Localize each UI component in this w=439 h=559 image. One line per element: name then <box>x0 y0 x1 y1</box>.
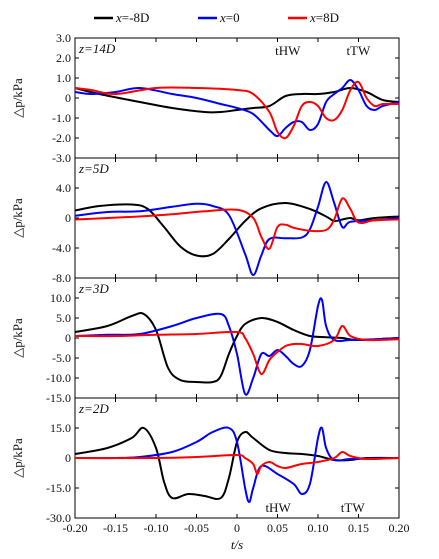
x-tick-label: 0.05 <box>267 521 288 535</box>
y-axis-label: △p/kPa <box>10 198 25 238</box>
y-tick-label: -2.0 <box>52 131 71 145</box>
series-line-0 <box>74 426 400 501</box>
y-axis-label: △p/kPa <box>10 438 25 478</box>
annotation-thw: tHW <box>265 500 291 515</box>
panel-z-3D: 10.0 5.0 0 -5.0 -10.0 -15.0 z=3D △p/kPa <box>10 277 400 405</box>
y-tick-label: 5.0 <box>56 311 71 325</box>
x-tick-label: -0.20 <box>63 521 88 535</box>
panel-label: z=5D <box>78 161 109 176</box>
y-tick-label: 10.0 <box>50 291 71 305</box>
x-tick-label: -0.10 <box>144 521 169 535</box>
panel-label: z=2D <box>78 401 109 416</box>
series-line-1 <box>74 297 400 396</box>
y-tick-label: 0 <box>65 91 71 105</box>
y-tick-label: 0 <box>65 451 71 465</box>
legend-var: x <box>309 10 316 25</box>
series-line-1 <box>74 426 400 503</box>
series-line-2 <box>74 197 400 250</box>
series-line-1 <box>74 79 400 138</box>
y-tick-label: 1.0 <box>56 71 71 85</box>
legend-value: =0 <box>226 10 240 25</box>
y-tick-label: -5.0 <box>52 351 71 365</box>
legend-var: x <box>115 10 122 25</box>
legend-entry: x=8D <box>309 10 339 25</box>
annotation-thw: tHW <box>275 43 301 58</box>
series-line-1 <box>74 181 400 276</box>
series-line-2 <box>74 325 400 375</box>
panel-z-5D: 4.0 0 -4.0 -8.0 z=5D △p/kPa <box>10 157 400 285</box>
y-axis-label: △p/kPa <box>10 318 25 358</box>
y-tick-label: -15.0 <box>46 391 71 405</box>
panels: 3.0 2.0 1.0 0 -1.0 -2.0 -3.0 z=14D △p/kPa tHW tTW 4… <box>10 31 400 525</box>
x-tick-label: -0.05 <box>184 521 209 535</box>
x-axis: -0.20 -0.15 -0.10 -0.05 0 0.05 0.10 0.15 0.20 t/s <box>63 521 410 552</box>
legend-value: =8D <box>316 10 339 25</box>
y-tick-label: 0 <box>65 331 71 345</box>
y-tick-label: 4.0 <box>56 181 71 195</box>
legend-entry: x=0 <box>219 10 240 25</box>
series-line-2 <box>74 80 400 140</box>
x-tick-label: 0.15 <box>348 521 369 535</box>
y-tick-label: -1.0 <box>52 111 71 125</box>
x-tick-label: 0.20 <box>389 521 410 535</box>
x-tick-label: 0.10 <box>308 521 329 535</box>
y-tick-label: -15.0 <box>46 481 71 495</box>
legend-entry: x=-8D <box>115 10 149 25</box>
legend-value: =-8D <box>122 10 150 25</box>
y-tick-label: -8.0 <box>52 271 71 285</box>
y-tick-label: -10.0 <box>46 371 71 385</box>
legend: x=-8D x=0 x=8D <box>94 10 339 25</box>
y-tick-label: 2.0 <box>56 51 71 65</box>
series-line-0 <box>74 87 400 114</box>
panel-z-2D: 15.0 0 -15.0 -30.0 z=2D △p/kPa tHW tTW <box>10 397 400 525</box>
y-tick-label: -30.0 <box>46 511 71 525</box>
y-tick-label: -4.0 <box>52 241 71 255</box>
panel-label: z=14D <box>78 41 116 56</box>
y-tick-label: 3.0 <box>56 31 71 45</box>
x-axis-label: t/s <box>231 537 243 552</box>
legend-var: x <box>219 10 226 25</box>
series-line-0 <box>74 312 400 384</box>
y-tick-label: -3.0 <box>52 151 71 165</box>
panel-z-14D: 3.0 2.0 1.0 0 -1.0 -2.0 -3.0 z=14D △p/kPa tHW tTW <box>10 31 400 165</box>
panel-label: z=3D <box>78 281 109 296</box>
annotation-ttw: tTW <box>341 500 366 515</box>
x-tick-label: 0 <box>234 521 240 535</box>
annotation-ttw: tTW <box>346 43 371 58</box>
y-tick-label: 0 <box>65 211 71 225</box>
y-tick-label: 15.0 <box>50 421 71 435</box>
series-line-2 <box>74 450 400 475</box>
x-tick-label: -0.15 <box>103 521 128 535</box>
y-axis-label: △p/kPa <box>10 78 25 118</box>
